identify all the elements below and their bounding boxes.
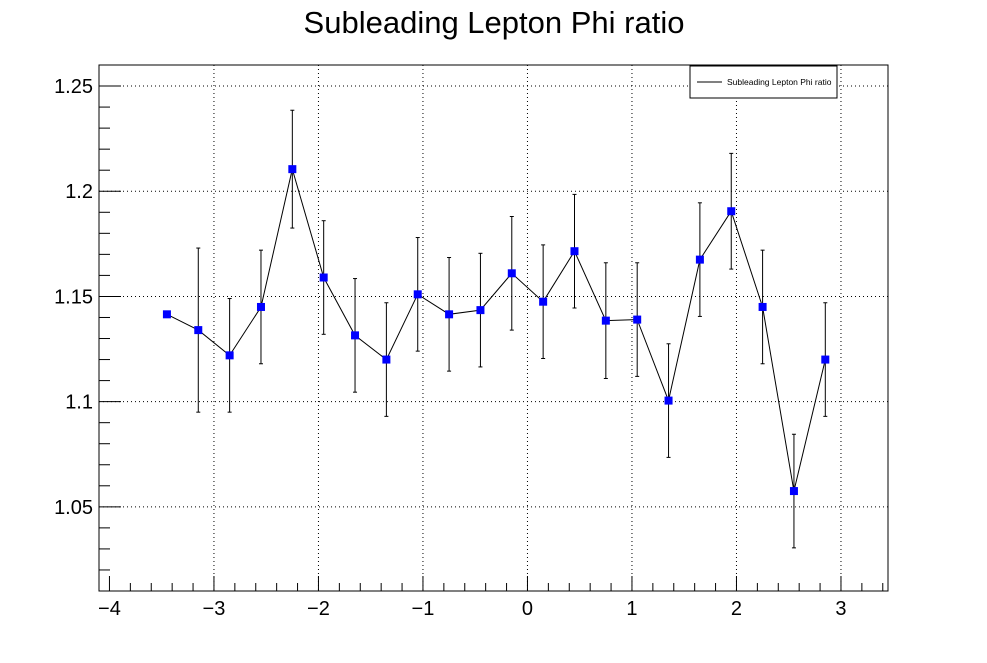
x-tick-label: −1 <box>412 598 435 620</box>
x-tick-label: −3 <box>203 598 226 620</box>
data-point-marker <box>445 310 454 319</box>
legend-entry-label: Subleading Lepton Phi ratio <box>727 77 832 87</box>
grid-layer <box>99 65 888 591</box>
y-tick-label: 1.1 <box>65 392 93 414</box>
data-point-marker <box>162 310 171 319</box>
data-point-marker <box>382 355 391 364</box>
y-tick-label: 1.15 <box>54 286 93 308</box>
data-point-marker <box>695 255 704 264</box>
y-tick-label: 1.05 <box>54 497 93 519</box>
ticks-layer: −4 −3 −2 −1 0 1 2 3 1.05 1.1 1.15 1.2 1.25 <box>54 64 884 620</box>
x-tick-label: 2 <box>731 598 742 620</box>
x-tick-label: 3 <box>835 598 846 620</box>
data-point-marker <box>758 302 767 311</box>
plot-frame <box>98 64 889 592</box>
data-layer <box>162 109 830 549</box>
data-point-marker <box>194 326 203 335</box>
x-tick-label: −4 <box>98 598 121 620</box>
data-point-marker <box>256 302 265 311</box>
x-tick-label: −2 <box>307 598 330 620</box>
y-tick-label: 1.2 <box>65 181 93 203</box>
data-point-marker <box>351 331 360 340</box>
data-point-marker <box>507 269 516 278</box>
data-point-marker <box>789 487 798 496</box>
data-point-marker <box>633 315 642 324</box>
data-point-marker <box>225 351 234 360</box>
data-point-marker <box>539 297 548 306</box>
legend: Subleading Lepton Phi ratio <box>689 65 838 99</box>
data-point-marker <box>413 290 422 299</box>
x-tick-label: 0 <box>522 598 533 620</box>
data-point-marker <box>288 165 297 174</box>
data-point-marker <box>476 306 485 315</box>
series-line <box>166 168 826 492</box>
data-point-marker <box>570 247 579 256</box>
x-tick-label: 1 <box>626 598 637 620</box>
data-point-marker <box>727 207 736 216</box>
data-point-marker <box>319 273 328 282</box>
data-point-marker <box>601 316 610 325</box>
data-point-marker <box>664 396 673 405</box>
data-point-marker <box>821 355 830 364</box>
chart-title: Subleading Lepton Phi ratio <box>304 5 685 40</box>
y-tick-label: 1.25 <box>54 76 93 98</box>
